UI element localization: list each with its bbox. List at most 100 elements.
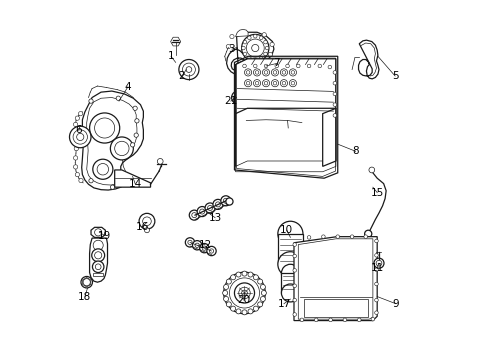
Circle shape	[253, 80, 260, 87]
Circle shape	[242, 310, 246, 315]
Circle shape	[221, 196, 230, 206]
Circle shape	[236, 272, 241, 277]
Text: 17: 17	[277, 299, 290, 309]
Circle shape	[247, 309, 252, 314]
Circle shape	[226, 279, 231, 284]
Circle shape	[144, 228, 149, 233]
Circle shape	[300, 318, 303, 321]
Circle shape	[374, 268, 378, 271]
Circle shape	[273, 71, 276, 74]
Text: 9: 9	[392, 299, 398, 309]
Text: 19: 19	[98, 231, 111, 240]
Circle shape	[374, 298, 378, 302]
Circle shape	[317, 64, 321, 68]
Circle shape	[281, 264, 299, 282]
Circle shape	[197, 207, 207, 217]
Circle shape	[230, 306, 235, 311]
Circle shape	[306, 235, 310, 239]
Circle shape	[199, 209, 204, 214]
Circle shape	[231, 91, 244, 104]
Circle shape	[274, 64, 278, 68]
Circle shape	[223, 198, 228, 203]
Circle shape	[332, 103, 336, 107]
Circle shape	[142, 217, 151, 226]
Circle shape	[247, 57, 251, 60]
Circle shape	[327, 65, 331, 69]
Circle shape	[374, 253, 378, 257]
Polygon shape	[170, 37, 180, 46]
Circle shape	[260, 296, 265, 301]
Circle shape	[349, 235, 353, 238]
Circle shape	[246, 39, 264, 57]
Text: 12: 12	[198, 239, 211, 249]
Circle shape	[223, 272, 265, 314]
Circle shape	[92, 249, 104, 262]
Circle shape	[139, 213, 155, 229]
Circle shape	[332, 81, 336, 85]
Circle shape	[94, 229, 102, 236]
Circle shape	[253, 35, 257, 38]
Circle shape	[265, 46, 268, 50]
Circle shape	[280, 80, 287, 87]
Circle shape	[69, 126, 91, 148]
Text: 14: 14	[128, 179, 142, 189]
Circle shape	[234, 94, 241, 101]
Text: 8: 8	[352, 146, 358, 156]
Text: 20: 20	[237, 295, 250, 305]
Circle shape	[73, 156, 78, 160]
Bar	[281, 273, 299, 293]
Circle shape	[78, 112, 82, 116]
Circle shape	[247, 36, 251, 40]
Text: 4: 4	[124, 82, 131, 92]
Circle shape	[92, 261, 104, 273]
Circle shape	[292, 313, 296, 316]
Circle shape	[251, 44, 258, 51]
Circle shape	[357, 318, 360, 321]
Circle shape	[264, 81, 267, 85]
Circle shape	[110, 185, 115, 189]
Circle shape	[306, 64, 310, 68]
Circle shape	[134, 133, 138, 137]
Circle shape	[289, 80, 296, 87]
Circle shape	[375, 260, 381, 266]
Circle shape	[192, 240, 202, 250]
Circle shape	[89, 113, 120, 143]
Circle shape	[271, 69, 278, 76]
Circle shape	[259, 36, 263, 40]
Circle shape	[94, 118, 115, 138]
Circle shape	[290, 71, 294, 74]
Circle shape	[93, 240, 103, 250]
Text: 5: 5	[391, 71, 398, 81]
Text: 3: 3	[228, 44, 235, 54]
Circle shape	[253, 58, 257, 62]
Polygon shape	[226, 32, 273, 74]
Circle shape	[368, 167, 374, 173]
Circle shape	[89, 99, 93, 103]
Circle shape	[75, 172, 80, 177]
Circle shape	[182, 63, 195, 76]
Circle shape	[370, 318, 374, 321]
Circle shape	[242, 64, 246, 68]
Circle shape	[226, 302, 231, 307]
Circle shape	[187, 240, 192, 244]
Circle shape	[292, 254, 296, 258]
Circle shape	[260, 284, 265, 289]
Polygon shape	[358, 40, 378, 79]
Circle shape	[335, 235, 339, 238]
Circle shape	[74, 138, 78, 142]
Circle shape	[281, 284, 299, 302]
Text: 11: 11	[370, 263, 383, 273]
Circle shape	[73, 130, 87, 144]
Circle shape	[267, 52, 272, 57]
Circle shape	[246, 71, 249, 74]
Circle shape	[223, 284, 228, 289]
Circle shape	[191, 213, 196, 218]
Circle shape	[289, 69, 296, 76]
Circle shape	[292, 284, 296, 288]
Circle shape	[73, 122, 78, 127]
Circle shape	[262, 80, 269, 87]
Text: 2: 2	[178, 71, 184, 81]
Circle shape	[314, 318, 317, 321]
Circle shape	[321, 235, 325, 238]
Text: 10: 10	[280, 225, 293, 235]
